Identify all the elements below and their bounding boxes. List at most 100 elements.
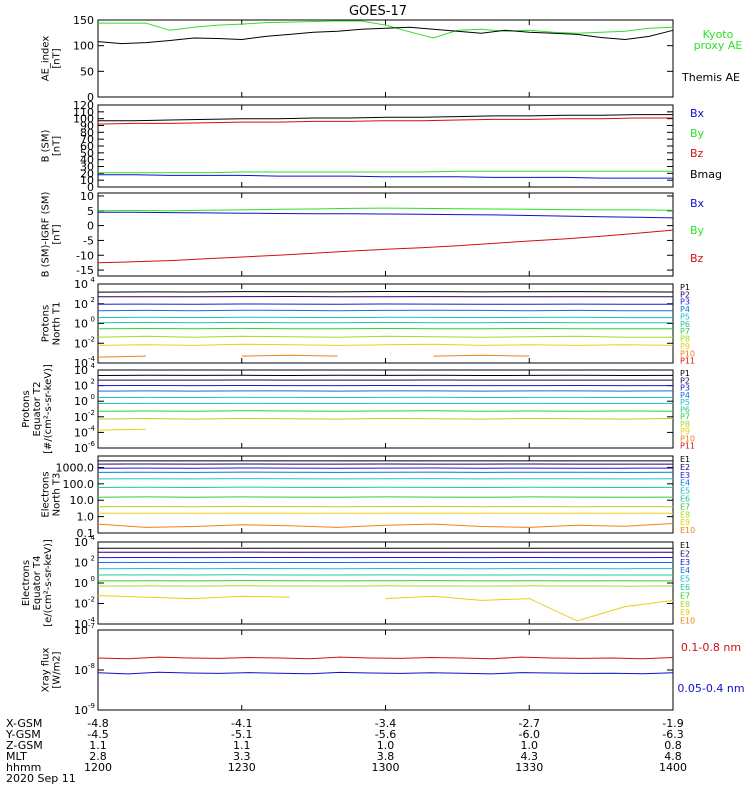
legend-label-xr: 0.1-0.8 nm bbox=[681, 641, 741, 654]
y-tick-label-e2: 10 bbox=[74, 536, 88, 549]
y-tick-label-db: 0 bbox=[87, 220, 94, 233]
ephemeris-value: -6.3 bbox=[662, 728, 683, 741]
ephemeris-value: 4.3 bbox=[521, 750, 539, 763]
legend-label-db: By bbox=[690, 224, 705, 237]
y-tick-label-p2: 10 bbox=[74, 395, 88, 408]
y-axis-label-b: [nT] bbox=[52, 136, 63, 156]
ephemeris-value: -3.4 bbox=[375, 717, 396, 730]
channel-label-p1: P4 bbox=[680, 305, 690, 314]
y-tick-label-b: 100 bbox=[73, 113, 94, 126]
legend-label-ae: proxy AE bbox=[694, 39, 743, 52]
ephemeris-value: -4.5 bbox=[87, 728, 108, 741]
channel-label-e2: E7 bbox=[680, 591, 690, 600]
panel-frame-p2 bbox=[97, 369, 674, 449]
y-tick-label-p1: 10 bbox=[74, 278, 88, 291]
legend-label-b: Bz bbox=[690, 147, 704, 160]
y-tick-exp-p2: -6 bbox=[88, 440, 96, 448]
y-axis-label-e1: North T3 bbox=[52, 473, 63, 517]
ephemeris-value: -5.6 bbox=[375, 728, 396, 741]
y-tick-label-e1: 1000.0 bbox=[56, 461, 95, 474]
channel-label-p1: P5 bbox=[680, 312, 690, 321]
y-axis-label-p1: Protons bbox=[41, 305, 52, 342]
channel-label-p1: P8 bbox=[680, 335, 690, 344]
ephemeris-value: 1330 bbox=[515, 761, 543, 774]
channel-label-e1: E4 bbox=[680, 479, 690, 488]
channel-label-p2: P10 bbox=[680, 434, 695, 443]
ephemeris-value: -1.9 bbox=[662, 717, 683, 730]
series-line-xr-1 bbox=[97, 671, 674, 675]
y-tick-label-db: 10 bbox=[80, 190, 94, 203]
series-line-b-2 bbox=[97, 117, 673, 125]
panel-frame-ae bbox=[97, 19, 674, 98]
channel-label-e1: E7 bbox=[680, 502, 690, 511]
series-line-b-1 bbox=[98, 170, 673, 174]
y-tick-exp-p1: 4 bbox=[91, 276, 96, 284]
channel-label-e1: E5 bbox=[680, 487, 690, 496]
channel-label-p2: P7 bbox=[680, 413, 690, 422]
y-tick-label-p1: 10 bbox=[74, 318, 88, 331]
y-tick-label-ae: 0 bbox=[87, 91, 94, 104]
channel-label-p1: P6 bbox=[680, 320, 690, 329]
ephemeris-value: 1400 bbox=[659, 761, 687, 774]
series-line-p2-6 bbox=[97, 410, 674, 412]
panel-frame-e2 bbox=[97, 541, 674, 625]
series-line-xr-0 bbox=[97, 656, 674, 660]
channel-label-e2: E8 bbox=[680, 600, 690, 609]
y-tick-label-e2: 10 bbox=[74, 557, 88, 570]
y-tick-label-db: -10 bbox=[76, 249, 94, 262]
y-tick-label-p2: 10 bbox=[74, 364, 88, 377]
series-line-p2-7 bbox=[97, 417, 674, 420]
y-tick-label-xr: 10 bbox=[74, 704, 88, 717]
y-tick-label-db: -15 bbox=[76, 264, 94, 277]
eph-label-y: Y-GSM bbox=[5, 728, 41, 741]
y-tick-label-e2: 10 bbox=[74, 618, 88, 631]
legend-label-b: Bmag bbox=[690, 168, 722, 181]
y-axis-label-e2: Equator T4 bbox=[32, 556, 43, 611]
ephemeris-value: 0.8 bbox=[664, 739, 682, 752]
legend-label-db: Bz bbox=[690, 252, 704, 265]
y-tick-label-b: 120 bbox=[73, 99, 94, 112]
y-tick-exp-p1: -4 bbox=[88, 355, 96, 363]
ephemeris-value: 1.0 bbox=[521, 739, 539, 752]
channel-label-e1: E8 bbox=[680, 510, 690, 519]
channel-label-p1: P7 bbox=[680, 327, 690, 336]
y-tick-label-xr: 10 bbox=[74, 624, 88, 637]
y-axis-label-e2: [e/(cm²-s-sr-keV)] bbox=[43, 539, 54, 627]
legend-label-ae: Themis AE bbox=[681, 71, 740, 84]
y-tick-exp-p1: -2 bbox=[88, 335, 95, 343]
eph-label-x: X-GSM bbox=[6, 717, 42, 730]
series-line-e1-9 bbox=[97, 523, 674, 528]
series-line-ae-0 bbox=[98, 20, 674, 39]
y-tick-label-ae: 50 bbox=[80, 65, 94, 78]
series-line-p2-8 bbox=[98, 429, 242, 430]
channel-label-e2: E3 bbox=[680, 558, 690, 567]
date-label: 2020 Sep 11 bbox=[6, 772, 76, 785]
ephemeris-value: 1.1 bbox=[233, 739, 251, 752]
legend-label-ae: Kyoto bbox=[703, 28, 734, 41]
y-tick-label-b: 70 bbox=[80, 133, 94, 146]
channel-label-p2: P1 bbox=[680, 369, 690, 378]
y-tick-label-b: 90 bbox=[80, 120, 94, 133]
y-tick-exp-xr: -9 bbox=[88, 702, 95, 710]
y-axis-label-p2: [#/(cm²-s-sr-keV)] bbox=[43, 364, 54, 454]
y-tick-exp-e2: -2 bbox=[88, 596, 95, 604]
y-tick-label-p2: 10 bbox=[74, 426, 88, 439]
series-line-db-1 bbox=[97, 207, 674, 212]
channel-label-p2: P2 bbox=[680, 376, 690, 385]
channel-label-e1: E1 bbox=[680, 455, 690, 464]
channel-label-p1: P11 bbox=[680, 357, 695, 366]
y-tick-label-b: 110 bbox=[73, 106, 94, 119]
y-tick-label-b: 30 bbox=[80, 161, 94, 174]
y-axis-label-ae: AE_index bbox=[41, 36, 52, 82]
eph-label-hhmm: hhmm bbox=[6, 761, 41, 774]
y-tick-exp-e2: 4 bbox=[91, 534, 96, 542]
series-line-p1-3 bbox=[97, 309, 673, 312]
channel-label-e1: E6 bbox=[680, 495, 690, 504]
y-tick-exp-e2: -4 bbox=[88, 616, 96, 624]
channel-label-p1: P1 bbox=[680, 283, 690, 292]
ephemeris-value: 4.8 bbox=[664, 750, 682, 763]
ephemeris-table: X-GSM Y-GSM Z-GSM MLT hhmm 2020 Sep 11 bbox=[5, 717, 76, 785]
y-tick-exp-xr: -7 bbox=[88, 622, 95, 630]
